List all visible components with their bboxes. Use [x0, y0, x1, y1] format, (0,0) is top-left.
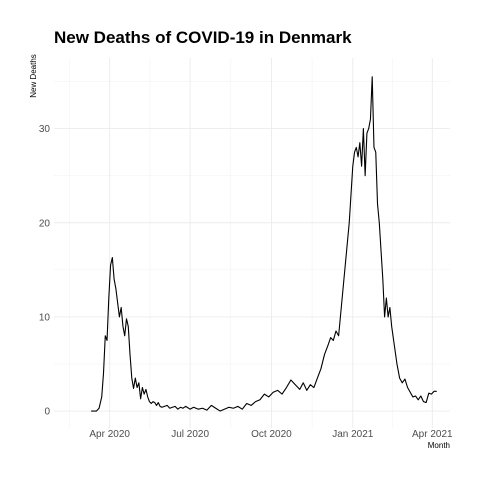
y-tick-label: 20	[39, 218, 51, 229]
x-tick-label: Jul 2020	[171, 429, 209, 440]
chart-title: New Deaths of COVID-19 in Denmark	[54, 28, 352, 47]
series-line	[91, 76, 437, 412]
y-tick-label: 0	[44, 407, 50, 418]
y-axis-title: New Deaths	[29, 54, 38, 98]
y-axis-tick-labels: 0 10 20 30	[39, 124, 51, 417]
x-tick-label: Oct 2020	[251, 429, 292, 440]
y-tick-label: 30	[39, 124, 51, 135]
x-tick-label: Apr 2020	[89, 429, 130, 440]
x-tick-label: Apr 2021	[412, 429, 453, 440]
y-tick-label: 10	[39, 312, 51, 323]
x-tick-label: Jan 2021	[332, 429, 374, 440]
x-axis-tick-labels: Apr 2020 Jul 2020 Oct 2020 Jan 2021 Apr 2021	[89, 429, 453, 440]
x-axis-title: Month	[428, 441, 450, 450]
series-layer	[91, 76, 437, 412]
gridlines	[54, 58, 450, 428]
